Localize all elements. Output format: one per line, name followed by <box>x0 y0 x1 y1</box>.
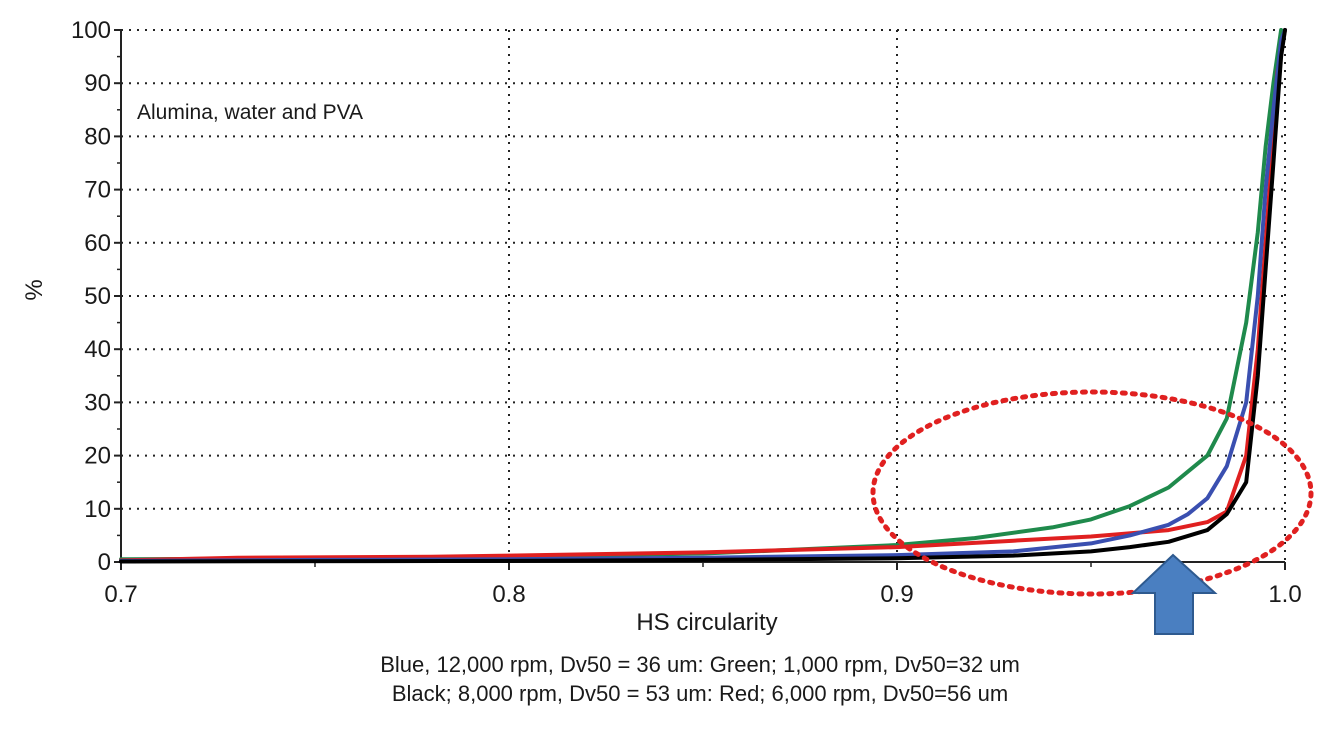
y-tick-label: 30 <box>84 389 111 416</box>
y-tick-label: 60 <box>84 230 111 257</box>
tick-marks <box>114 29 1286 570</box>
x-tick-label: 0.9 <box>880 581 913 608</box>
x-tick-label: 0.7 <box>104 581 137 608</box>
y-tick-label: 100 <box>71 17 111 44</box>
caption-line-1: Blue, 12,000 rpm, Dv50 = 36 um: Green; 1… <box>380 652 1020 677</box>
up-arrow-icon <box>1130 553 1218 635</box>
series-line <box>119 28 1287 563</box>
overlays <box>870 389 1314 635</box>
y-tick-label: 0 <box>98 549 111 576</box>
x-axis-title: HS circularity <box>636 609 777 636</box>
annotation-text: Alumina, water and PVA <box>137 101 363 124</box>
y-tick-label: 50 <box>84 283 111 310</box>
y-tick-label: 20 <box>84 443 111 470</box>
data-series <box>119 28 1287 564</box>
y-tick-label: 40 <box>84 336 111 363</box>
x-tick-label: 0.8 <box>492 581 525 608</box>
caption-line-2: Black; 8,000 rpm, Dv50 = 53 um: Red; 6,0… <box>392 681 1008 706</box>
y-tick-label: 80 <box>84 123 111 150</box>
grid-lines <box>121 29 1286 562</box>
y-tick-label: 10 <box>84 496 111 523</box>
labels: Alumina, water and PVA HS circularity % … <box>21 17 1302 706</box>
y-tick-label: 90 <box>84 70 111 97</box>
x-tick-label: 1.0 <box>1268 581 1301 608</box>
series-line <box>119 28 1287 564</box>
y-axis-title: % <box>21 279 48 300</box>
highlight-ellipse <box>870 389 1314 597</box>
y-tick-label: 70 <box>84 177 111 204</box>
